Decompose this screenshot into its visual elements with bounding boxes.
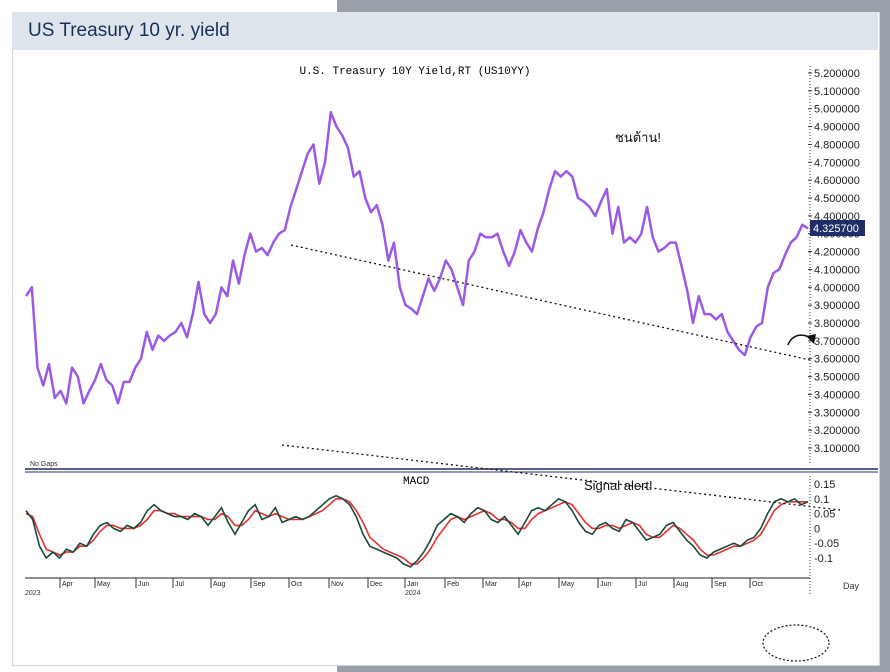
price-tick-label: 4.500000 bbox=[814, 193, 860, 205]
header-bar: US Treasury 10 yr. yield bbox=[12, 12, 878, 50]
month-label: May bbox=[97, 581, 111, 588]
no-gaps-label: No Gaps bbox=[30, 461, 58, 468]
price-tick-label: 3.400000 bbox=[814, 389, 860, 401]
price-tick-label: 5.200000 bbox=[814, 68, 860, 80]
month-label: Aug bbox=[213, 581, 226, 588]
price-tick-label: 3.500000 bbox=[814, 372, 860, 384]
month-label: Oct bbox=[291, 581, 302, 588]
price-tick-label: 4.700000 bbox=[814, 157, 860, 169]
price-tick-label: 4.200000 bbox=[814, 247, 860, 259]
month-label: Jan bbox=[407, 581, 418, 588]
resistance-annotation: ชนต้าน! bbox=[615, 130, 661, 145]
price-tick-label: 4.400000 bbox=[814, 211, 860, 223]
macd-line bbox=[25, 494, 809, 568]
price-tick-label: 3.800000 bbox=[814, 318, 860, 330]
price-tick-label: 5.100000 bbox=[814, 86, 860, 98]
support-trendline bbox=[290, 244, 811, 361]
macd-tick-label: -0.05 bbox=[814, 538, 839, 550]
month-label: Jun bbox=[600, 581, 611, 588]
month-label: Apr bbox=[521, 581, 533, 588]
year-label-2024: 2024 bbox=[405, 590, 421, 597]
month-label: Sep bbox=[714, 581, 727, 588]
main-chart: U.S. Treasury 10Y Yield,RT (US10YY) 5.20… bbox=[24, 66, 865, 468]
bounce-arrow-head-icon bbox=[806, 334, 816, 344]
price-series-line bbox=[24, 111, 809, 405]
price-tick-label: 4.900000 bbox=[814, 122, 860, 134]
month-label: Dec bbox=[370, 581, 383, 588]
month-label: Apr bbox=[62, 581, 74, 588]
day-label: Day bbox=[843, 581, 860, 591]
macd-tick-label: 0.05 bbox=[814, 509, 835, 521]
month-label: Mar bbox=[485, 581, 498, 588]
month-label: Nov bbox=[331, 581, 344, 588]
month-label: Oct bbox=[752, 581, 763, 588]
price-tick-label: 4.800000 bbox=[814, 139, 860, 151]
price-tick-label: 3.100000 bbox=[814, 443, 860, 455]
price-tick-label: 3.700000 bbox=[814, 336, 860, 348]
price-tick-label: 3.300000 bbox=[814, 407, 860, 419]
macd-tick-label: 0 bbox=[814, 523, 820, 535]
last-value-label: 4.325700 bbox=[813, 223, 859, 235]
price-tick-label: 3.200000 bbox=[814, 425, 860, 437]
price-chart-title: U.S. Treasury 10Y Yield,RT (US10YY) bbox=[299, 66, 530, 78]
macd-tick-label: 0.1 bbox=[814, 494, 829, 506]
frame-shadow-bottom bbox=[337, 662, 890, 672]
month-label: Aug bbox=[676, 581, 689, 588]
month-label: Jun bbox=[138, 581, 149, 588]
price-tick-label: 3.900000 bbox=[814, 300, 860, 312]
price-tick-label: 4.000000 bbox=[814, 282, 860, 294]
month-label: May bbox=[561, 581, 575, 588]
price-tick-labels: 5.200000 5.100000 5.000000 4.900000 4.800000… bbox=[808, 68, 860, 455]
macd-tick-label: -0.1 bbox=[814, 553, 833, 565]
year-label-2023: 2023 bbox=[25, 590, 41, 597]
price-tick-label: 5.000000 bbox=[814, 104, 860, 116]
month-label: Jul bbox=[175, 581, 184, 588]
month-label: Sep bbox=[253, 581, 266, 588]
price-tick-label: 4.600000 bbox=[814, 175, 860, 187]
last-value-badge bbox=[810, 220, 865, 236]
page-title: US Treasury 10 yr. yield bbox=[28, 20, 230, 41]
month-label: Jul bbox=[638, 581, 647, 588]
signal-alert-annotation: Signal alert! bbox=[584, 478, 653, 493]
price-tick-label: 3.600000 bbox=[814, 354, 860, 366]
macd-tick-labels: 0.15 0.1 0.05 0 -0.05 -0.1 bbox=[814, 479, 839, 565]
macd-title: MACD bbox=[403, 476, 430, 488]
macd-trendline bbox=[281, 444, 841, 511]
dotted-ellipse-mark bbox=[762, 624, 830, 662]
month-label: Feb bbox=[447, 581, 459, 588]
price-tick-label: 4.100000 bbox=[814, 264, 860, 276]
macd-signal-line bbox=[25, 497, 808, 565]
macd-panel: MACD 0.15 0.1 0.05 0 -0.05 -0.1 Signal alert!… bbox=[25, 444, 860, 597]
macd-tick-label: 0.15 bbox=[814, 479, 835, 491]
month-tick-labels: Apr May Jun Jul Aug Sep Oct Nov Dec Jan Feb Mar Apr M… bbox=[59, 578, 763, 588]
